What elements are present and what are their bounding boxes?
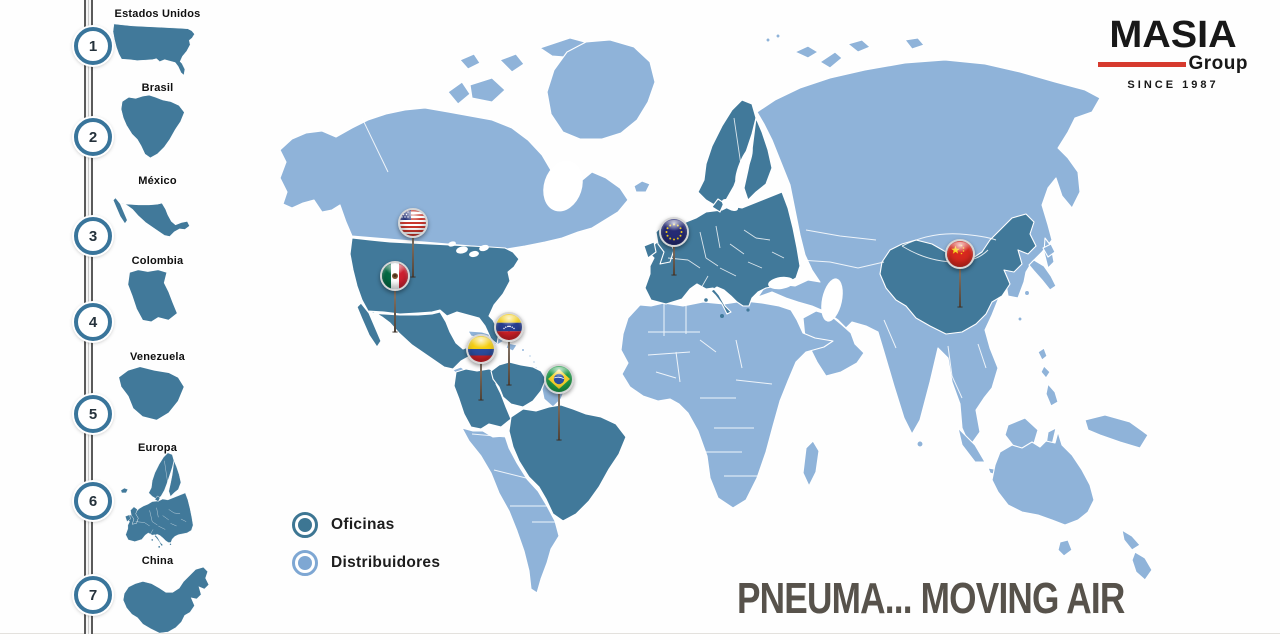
pin-stick xyxy=(478,349,484,401)
map-legend: Oficinas Distribuidores xyxy=(292,512,440,588)
eu-flag-icon xyxy=(659,217,689,247)
timeline-node-3: 3 xyxy=(74,217,112,255)
node-number: 2 xyxy=(88,128,98,146)
pin-stick xyxy=(556,379,562,441)
node-number: 1 xyxy=(88,37,98,55)
venezuela-flag-icon xyxy=(494,312,524,342)
node-number: 4 xyxy=(88,313,98,331)
pin-stick xyxy=(410,223,416,278)
legend-item-oficinas: Oficinas xyxy=(292,512,440,538)
sidebar-label-china: China xyxy=(141,555,174,567)
europa-silhouette xyxy=(120,452,194,548)
logo-group-text: Group xyxy=(1188,53,1248,74)
node-number: 7 xyxy=(88,586,98,604)
masia-group-logo: MASIA Group SINCE 1987 xyxy=(1098,14,1248,91)
offices-legend-icon xyxy=(292,512,318,538)
pin-stick xyxy=(392,276,398,333)
colombia-flag-icon xyxy=(466,334,496,364)
mexico-silhouette xyxy=(112,197,190,237)
legend-label: Distribuidores xyxy=(331,554,441,571)
venezuela-silhouette xyxy=(117,365,185,421)
colombia-silhouette xyxy=(127,269,178,323)
timeline-node-4: 4 xyxy=(74,303,112,341)
logo-since-text: SINCE 1987 xyxy=(1127,79,1219,91)
timeline-node-7: 7 xyxy=(74,576,112,614)
legend-item-distribuidores: Distribuidores xyxy=(292,550,440,576)
brazil-flag-icon xyxy=(544,364,574,394)
sidebar-label-colombia: Colombia xyxy=(131,255,184,267)
logo-red-bar xyxy=(1098,61,1186,67)
sea-overlays xyxy=(448,146,843,322)
us-flag-icon xyxy=(398,208,428,238)
timeline-node-1: 1 xyxy=(74,27,112,65)
distributors-legend-icon xyxy=(292,550,318,576)
brazil-silhouette xyxy=(120,94,185,159)
legend-label: Oficinas xyxy=(331,516,395,533)
sidebar-label-venezuela: Venezuela xyxy=(130,351,185,363)
sidebar-label-brasil: Brasil xyxy=(141,82,174,94)
mexico-flag-icon xyxy=(380,261,410,291)
timeline-node-2: 2 xyxy=(74,118,112,156)
node-number: 5 xyxy=(88,405,98,423)
usa-silhouette xyxy=(112,23,195,76)
timeline-node-5: 5 xyxy=(74,395,112,433)
node-number: 3 xyxy=(88,227,98,245)
country-borders xyxy=(361,117,997,523)
tagline-text: PNEUMA... MOVING AIR xyxy=(737,574,1125,623)
pin-stick xyxy=(957,254,963,308)
pin-stick xyxy=(671,232,677,276)
sidebar-label-europa: Europa xyxy=(137,442,178,454)
pin-stick xyxy=(506,327,512,386)
node-number: 6 xyxy=(88,492,98,510)
china-silhouette xyxy=(122,566,210,634)
sidebar-label-mexico: México xyxy=(138,175,177,187)
sidebar-label-estados-unidos: Estados Unidos xyxy=(114,8,201,20)
bottom-divider xyxy=(0,633,1280,634)
logo-brand-text: MASIA xyxy=(1109,14,1237,56)
timeline-node-6: 6 xyxy=(74,482,112,520)
china-flag-icon xyxy=(945,239,975,269)
